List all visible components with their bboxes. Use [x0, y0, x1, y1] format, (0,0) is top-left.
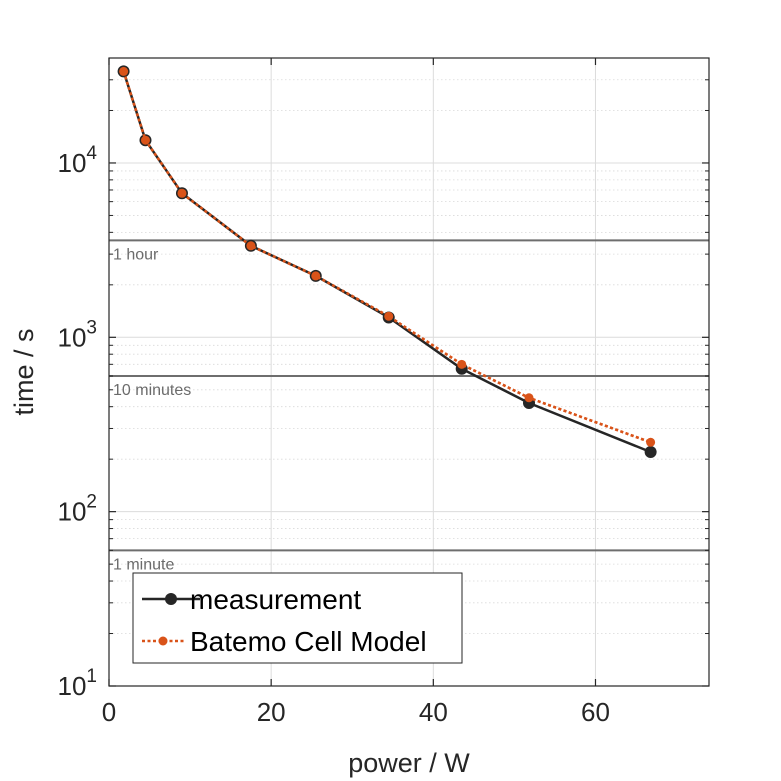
y-tick-label: 104 [58, 143, 98, 178]
legend-model-label: Batemo Cell Model [190, 626, 427, 657]
reference-line-label: 10 minutes [113, 382, 191, 399]
model-point [524, 393, 534, 403]
model-point [177, 188, 187, 198]
reference-line-label: 1 minute [113, 556, 174, 573]
series-layer [117, 65, 657, 458]
legend: measurement Batemo Cell Model [132, 572, 463, 664]
model-point [140, 135, 150, 145]
model-point [246, 241, 256, 251]
series-model-line-overlay [122, 71, 652, 444]
x-tick-label: 0 [102, 697, 116, 727]
legend-box [132, 572, 463, 664]
measurement-point [644, 445, 657, 458]
legend-model-marker [158, 636, 168, 646]
tick-labels: 101 102 103 104 0 20 40 60 [58, 143, 610, 727]
legend-measurement-label: measurement [190, 584, 361, 615]
y-tick-label: 101 [58, 666, 98, 701]
plot-frame [108, 57, 710, 687]
x-tick-label: 60 [581, 697, 610, 727]
reference-line-label: 1 hour [113, 246, 159, 263]
model-point [311, 271, 321, 281]
y-tick-label: 102 [58, 492, 98, 527]
y-tick-label: 103 [58, 317, 98, 352]
x-axis-label: power / W [348, 748, 470, 778]
model-point [384, 311, 394, 321]
model-point [119, 66, 129, 76]
x-tick-label: 40 [419, 697, 448, 727]
model-point [646, 437, 656, 447]
y-axis-label: time / s [9, 328, 39, 415]
x-tick-label: 20 [257, 697, 286, 727]
model-point [457, 359, 467, 369]
ticks [108, 57, 709, 687]
reference-lines: 1 hour 10 minutes 1 minute [109, 239, 709, 573]
legend-measurement-marker [165, 593, 177, 605]
